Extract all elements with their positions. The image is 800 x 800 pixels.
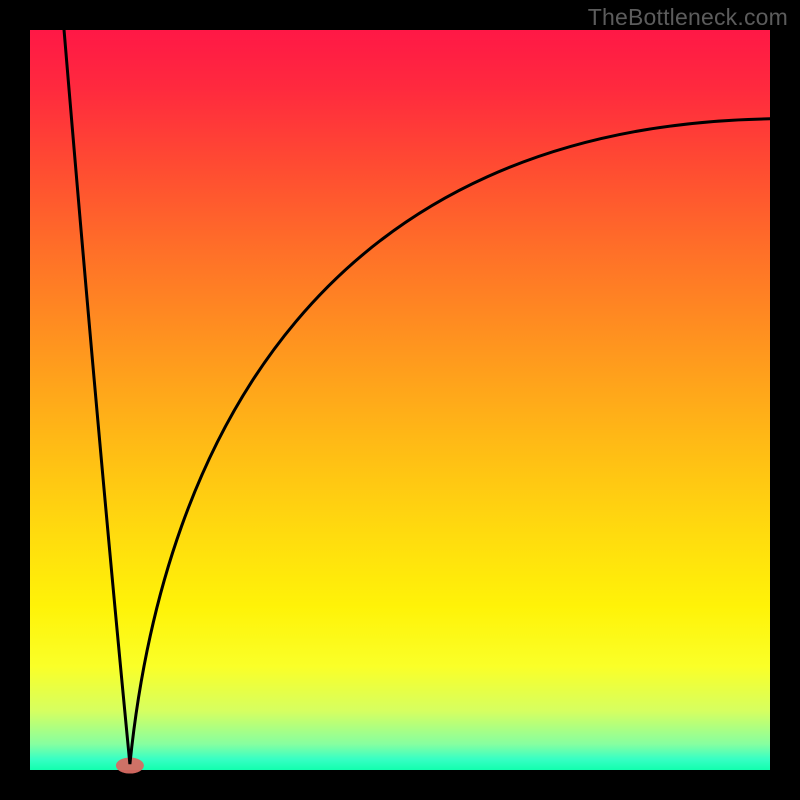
watermark-text: TheBottleneck.com (588, 4, 788, 31)
chart-container: TheBottleneck.com (0, 0, 800, 800)
plot-svg (0, 0, 800, 800)
gradient-plot-area (30, 30, 770, 770)
